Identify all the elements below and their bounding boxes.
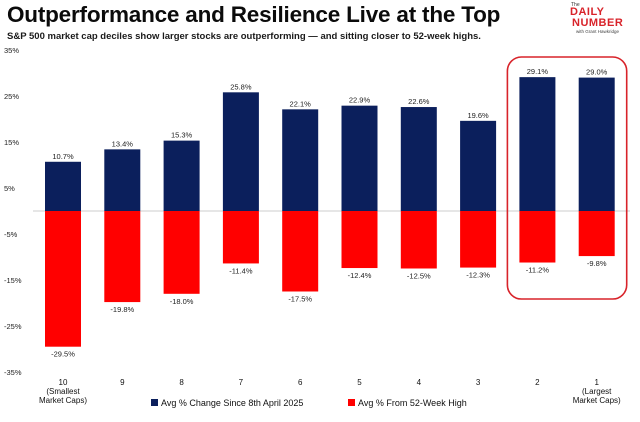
bar-from-52-week-high xyxy=(460,211,497,268)
data-label-change: 22.9% xyxy=(349,96,371,105)
x-tick-label: 1 xyxy=(594,378,599,387)
bar-from-52-week-high xyxy=(163,211,200,294)
x-tick-label: 6 xyxy=(298,378,303,387)
x-tick-label: (Smallest xyxy=(46,387,80,396)
x-tick-label: (Largest xyxy=(582,387,612,396)
data-label-change: 19.6% xyxy=(467,111,489,120)
data-label-change: 29.0% xyxy=(586,68,608,77)
y-tick-label: -5% xyxy=(4,230,18,239)
bar-change-since-april xyxy=(400,107,437,211)
bar-change-since-april xyxy=(282,109,319,211)
data-label-from-high: -17.5% xyxy=(288,295,312,304)
logo-daily: DAILY xyxy=(570,6,605,18)
bar-from-52-week-high xyxy=(400,211,437,269)
bar-from-52-week-high xyxy=(341,211,378,269)
data-label-from-high: -19.8% xyxy=(110,305,134,314)
x-tick-label: 2 xyxy=(535,378,540,387)
y-tick-label: 25% xyxy=(4,92,19,101)
bar-change-since-april xyxy=(460,120,497,211)
data-label-change: 29.1% xyxy=(527,67,549,76)
legend-swatch-change xyxy=(151,399,158,406)
y-tick-label: -35% xyxy=(4,368,22,377)
bar-from-52-week-high xyxy=(282,211,319,292)
data-label-change: 22.6% xyxy=(408,97,430,106)
x-tick-label: 8 xyxy=(179,378,184,387)
x-tick-label: Market Caps) xyxy=(39,396,87,405)
y-tick-label: 35% xyxy=(4,46,19,55)
data-label-from-high: -12.3% xyxy=(466,271,490,280)
bar-from-52-week-high xyxy=(222,211,259,264)
x-tick-label: 3 xyxy=(476,378,481,387)
data-label-change: 13.4% xyxy=(112,139,134,148)
y-tick-label: 15% xyxy=(4,138,19,147)
data-label-change: 15.3% xyxy=(171,131,193,140)
bar-change-since-april xyxy=(45,161,81,211)
data-label-from-high: -12.4% xyxy=(348,271,372,280)
data-label-from-high: -29.5% xyxy=(51,350,75,359)
chart-subtitle: S&P 500 market cap deciles show larger s… xyxy=(7,31,481,42)
logo-number: NUMBER xyxy=(572,17,624,29)
bar-from-52-week-high xyxy=(578,211,615,257)
legend-label-from-high: Avg % From 52-Week High xyxy=(358,398,467,408)
y-tick-label: -25% xyxy=(4,322,22,331)
legend-label-change: Avg % Change Since 8th April 2025 xyxy=(161,398,303,408)
logo-the: The xyxy=(571,2,580,8)
data-label-change: 25.8% xyxy=(230,82,252,91)
bar-from-52-week-high xyxy=(45,211,81,347)
x-tick-label: 5 xyxy=(357,378,362,387)
logo-credit: with Grant Hawkridge xyxy=(576,29,620,34)
data-label-from-high: -9.8% xyxy=(587,259,607,268)
y-tick-label: -15% xyxy=(4,276,22,285)
data-label-change: 22.1% xyxy=(290,99,312,108)
x-tick-label: 4 xyxy=(417,378,422,387)
x-tick-label: 10 xyxy=(59,378,68,387)
bar-change-since-april xyxy=(222,92,259,211)
chart-title: Outperformance and Resilience Live at th… xyxy=(7,2,501,27)
bar-change-since-april xyxy=(341,105,378,211)
x-tick-label: Market Caps) xyxy=(573,396,621,405)
highlight-box-top-deciles xyxy=(506,56,628,300)
bar-from-52-week-high xyxy=(519,211,556,263)
x-tick-label: 7 xyxy=(239,378,244,387)
bar-change-since-april xyxy=(519,77,556,211)
x-tick-label: 9 xyxy=(120,378,125,387)
data-label-from-high: -18.0% xyxy=(170,297,194,306)
data-label-from-high: -11.2% xyxy=(526,266,550,275)
data-label-from-high: -11.4% xyxy=(229,266,253,275)
daily-number-logo: The DAILY NUMBER with Grant Hawkridge xyxy=(570,2,636,36)
bar-change-since-april xyxy=(578,77,615,211)
data-label-change: 10.7% xyxy=(52,152,74,161)
y-tick-label: 5% xyxy=(4,184,15,193)
bar-from-52-week-high xyxy=(104,211,141,303)
legend-swatch-from-high xyxy=(348,399,355,406)
bar-change-since-april xyxy=(104,149,141,211)
data-label-from-high: -12.5% xyxy=(407,272,431,281)
bar-change-since-april xyxy=(163,140,200,211)
